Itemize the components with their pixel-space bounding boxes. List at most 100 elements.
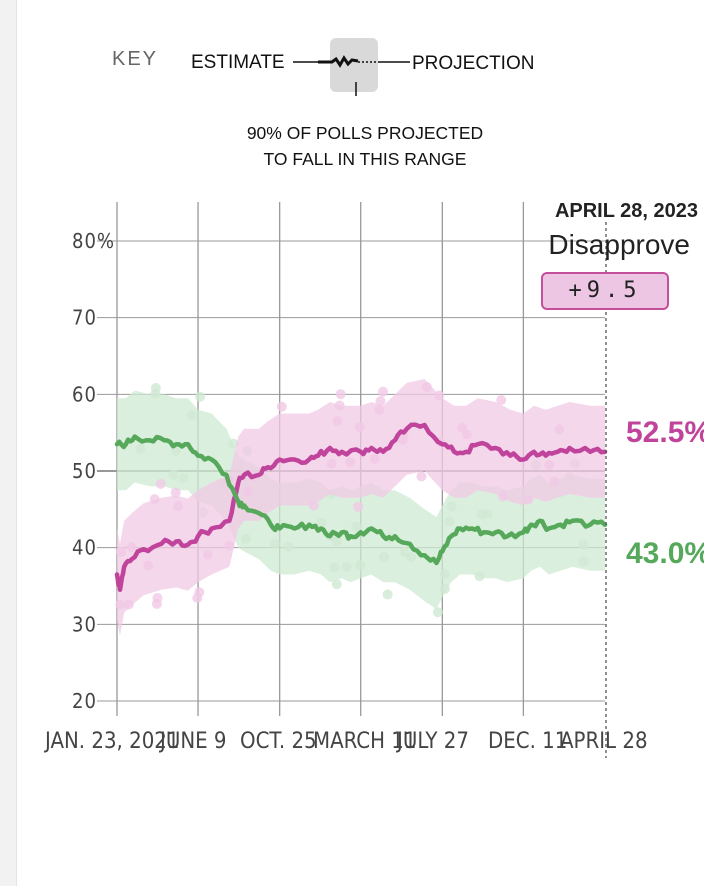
disapprove-poll-dot bbox=[354, 421, 365, 432]
key-estimate-label: ESTIMATE bbox=[191, 52, 285, 73]
disapprove-poll-dot bbox=[192, 592, 203, 603]
disapprove-estimate-line bbox=[114, 422, 608, 593]
approve-estimate-line bbox=[114, 434, 608, 566]
y-tick-label: 60 bbox=[72, 382, 97, 406]
key-range-note-line-2: TO FALL IN THIS RANGE bbox=[263, 149, 467, 169]
disapprove-poll-dot bbox=[224, 540, 235, 551]
approve-poll-dot bbox=[378, 551, 389, 562]
y-tick-label: 20 bbox=[72, 689, 97, 713]
disapprove-poll-dot bbox=[149, 494, 160, 505]
disapprove-poll-dot bbox=[123, 599, 134, 610]
disapprove-poll-dot bbox=[374, 404, 385, 415]
approve-end-value: 43.0% bbox=[626, 537, 704, 570]
approve-poll-dot bbox=[341, 561, 352, 572]
disapprove-poll-dot bbox=[152, 592, 163, 603]
disapprove-poll-dot bbox=[523, 494, 534, 505]
disapprove-poll-dot bbox=[126, 542, 137, 553]
disapprove-poll-dot bbox=[326, 458, 337, 469]
disapprove-poll-dot bbox=[242, 487, 253, 498]
key-estimate-line bbox=[318, 55, 359, 68]
approve-poll-dot bbox=[439, 583, 450, 594]
disapprove-poll-dot bbox=[202, 549, 213, 560]
approve-poll-dot bbox=[135, 443, 146, 454]
x-tick-label: MARCH 11 bbox=[313, 729, 416, 754]
chart-series-lines bbox=[114, 422, 608, 593]
approve-poll-dot bbox=[150, 383, 161, 394]
disapprove-poll-dot bbox=[115, 599, 126, 610]
approve-poll-dot bbox=[186, 410, 197, 421]
y-tick-label: 80% bbox=[72, 229, 115, 253]
disapprove-poll-dot bbox=[335, 389, 346, 400]
y-tick-label: 70 bbox=[72, 306, 97, 330]
x-tick-label: JAN. 23, 2021 bbox=[43, 729, 179, 754]
x-tick-label: JUNE 9 bbox=[158, 729, 227, 754]
approve-poll-dot bbox=[406, 552, 417, 563]
approve-poll-dot bbox=[439, 568, 450, 579]
x-tick-label: DEC. 11 bbox=[488, 729, 567, 754]
disapprove-poll-dot bbox=[544, 459, 555, 470]
disapprove-poll-dot bbox=[276, 401, 287, 412]
disapprove-poll-dot bbox=[496, 395, 507, 406]
disapprove-poll-dot bbox=[155, 478, 166, 489]
approve-poll-dot bbox=[168, 469, 179, 480]
approve-poll-dot bbox=[316, 517, 327, 528]
approve-poll-dot bbox=[329, 562, 340, 573]
x-tick-label: APRIL 28 bbox=[560, 729, 648, 754]
approve-poll-dot bbox=[474, 571, 485, 582]
disapprove-poll-dot bbox=[461, 429, 472, 440]
disapprove-poll-dot bbox=[308, 500, 319, 511]
approve-poll-dot bbox=[195, 391, 206, 402]
x-tick-label: OCT. 25 bbox=[240, 729, 317, 754]
y-tick-label: 30 bbox=[72, 612, 97, 636]
approve-poll-dot bbox=[269, 538, 280, 549]
approve-poll-dot bbox=[283, 541, 294, 552]
approve-poll-dot bbox=[476, 509, 487, 520]
approve-poll-dot bbox=[578, 539, 589, 550]
disapprove-poll-dot bbox=[170, 487, 181, 498]
disapprove-poll-dot bbox=[375, 396, 386, 407]
approve-poll-dot bbox=[331, 536, 342, 547]
y-tick-label: 50 bbox=[72, 459, 97, 483]
approve-poll-dot bbox=[240, 533, 251, 544]
disapprove-poll-dot bbox=[345, 457, 356, 468]
approve-poll-dot bbox=[178, 473, 189, 484]
approve-poll-dot bbox=[355, 559, 366, 570]
disapprove-poll-dot bbox=[416, 471, 427, 482]
disapprove-poll-dot bbox=[143, 560, 154, 571]
page-left-rail bbox=[0, 0, 17, 886]
disapprove-poll-dot bbox=[554, 424, 565, 435]
y-tick-label: 40 bbox=[72, 536, 97, 560]
disapprove-poll-dot bbox=[173, 501, 184, 512]
disapprove-poll-dot bbox=[116, 546, 127, 557]
key-title: KEY bbox=[112, 48, 159, 70]
tooltip-margin-badge: +9.5 bbox=[541, 272, 669, 310]
disapprove-poll-dot bbox=[332, 416, 343, 427]
disapprove-end-value: 52.5% bbox=[626, 416, 704, 449]
disapprove-poll-dot bbox=[421, 382, 432, 393]
key-projection-label: PROJECTION bbox=[412, 53, 535, 74]
disapprove-poll-dot bbox=[369, 453, 380, 464]
disapprove-poll-dot bbox=[353, 501, 364, 512]
approve-poll-dot bbox=[444, 516, 455, 527]
key-legend-graphic bbox=[293, 38, 410, 96]
approve-poll-dot bbox=[331, 579, 342, 590]
tooltip-date: APRIL 28, 2023 bbox=[554, 200, 698, 222]
key-range-note: 90% OF POLLS PROJECTED TO FALL IN THIS R… bbox=[200, 120, 530, 172]
disapprove-poll-dot bbox=[377, 386, 388, 397]
key-range-note-line-1: 90% OF POLLS PROJECTED bbox=[246, 123, 484, 143]
approve-poll-dot bbox=[382, 589, 393, 600]
key-range-band bbox=[330, 38, 378, 92]
disapprove-poll-dot bbox=[497, 491, 508, 502]
chart-y-axis-ticks: 20 30 40 50 60 70 80% bbox=[72, 229, 115, 713]
approve-poll-dot bbox=[578, 556, 589, 567]
approve-poll-dot bbox=[351, 521, 362, 532]
approve-poll-dot bbox=[432, 607, 443, 618]
approve-poll-dot bbox=[228, 438, 239, 449]
approve-range-band bbox=[117, 390, 605, 609]
disapprove-poll-dot bbox=[334, 400, 345, 411]
x-tick-label: JULY 27 bbox=[395, 729, 469, 754]
tooltip-series-name: Disapprove bbox=[548, 229, 690, 260]
disapprove-poll-dot bbox=[549, 476, 560, 487]
